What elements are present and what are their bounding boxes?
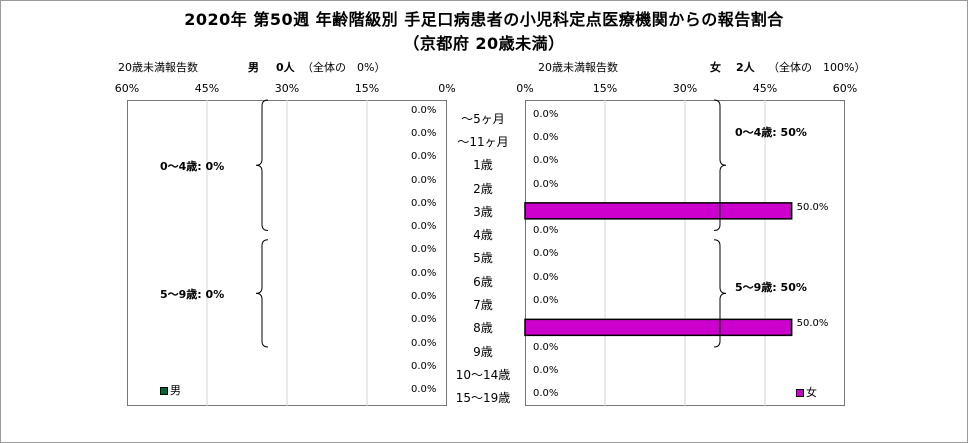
female-data-label: 0.0% xyxy=(533,364,559,376)
male-data-label: 0.0% xyxy=(411,267,437,279)
female-legend: 女 xyxy=(796,384,817,400)
male-axis-tick-label: 60% xyxy=(114,82,140,95)
female-header-sex: 女 xyxy=(710,61,721,74)
male-header-label: 20歳未満報告数 xyxy=(118,61,198,74)
male-legend-label: 男 xyxy=(170,384,181,397)
female-data-label: 0.0% xyxy=(533,295,559,307)
female-data-label: 50.0% xyxy=(796,318,829,330)
age-category-label: 5歳 xyxy=(473,251,493,266)
female-group-label: 5～9歳: 50% xyxy=(735,281,807,295)
male-legend: 男 xyxy=(160,382,181,398)
female-data-label: 0.0% xyxy=(533,388,559,400)
male-group-brace xyxy=(255,239,269,348)
male-legend-swatch xyxy=(160,387,168,395)
female-data-label: 0.0% xyxy=(533,155,559,167)
male-axis-tick-label: 15% xyxy=(354,82,380,95)
male-data-label: 0.0% xyxy=(411,197,437,209)
male-data-label: 0.0% xyxy=(411,174,437,186)
male-header-count: 0人 xyxy=(276,61,295,74)
female-group-brace xyxy=(713,239,727,348)
male-data-label: 0.0% xyxy=(411,360,437,372)
male-header-share: （全体の 0%） xyxy=(302,61,386,74)
age-category-label: 15～19歳 xyxy=(455,391,511,406)
male-group-brace xyxy=(255,99,269,231)
female-header-label: 20歳未満報告数 xyxy=(538,61,618,74)
female-axis-tick-label: 45% xyxy=(752,82,778,95)
male-data-label: 0.0% xyxy=(411,127,437,139)
age-category-label: ～11ヶ月 xyxy=(457,134,509,149)
male-axis-tick-label: 45% xyxy=(194,82,220,95)
age-category-label: 10～14歳 xyxy=(455,367,511,382)
age-category-label: 8歳 xyxy=(473,321,493,336)
female-legend-swatch xyxy=(796,389,804,397)
female-group-brace xyxy=(713,99,727,231)
age-category-label: ～5ヶ月 xyxy=(461,111,505,126)
age-category-label: 3歳 xyxy=(473,204,493,219)
age-category-label: 4歳 xyxy=(473,228,493,243)
male-group-label: 5～9歳: 0% xyxy=(160,288,225,302)
chart-subtitle: （京都府 20歳未満） xyxy=(403,34,565,53)
male-data-label: 0.0% xyxy=(411,244,437,256)
male-data-label: 0.0% xyxy=(411,384,437,396)
male-axis-tick-label: 0% xyxy=(438,82,456,95)
female-header-share: （全体の 100%） xyxy=(768,61,866,74)
female-data-label: 0.0% xyxy=(533,248,559,260)
age-category-label: 6歳 xyxy=(473,274,493,289)
age-category-label: 2歳 xyxy=(473,181,493,196)
male-data-label: 0.0% xyxy=(411,314,437,326)
female-data-label: 0.0% xyxy=(533,341,559,353)
male-data-label: 0.0% xyxy=(411,221,437,233)
male-data-label: 0.0% xyxy=(411,151,437,163)
female-data-label: 0.0% xyxy=(533,225,559,237)
female-bar xyxy=(524,202,793,220)
female-data-label: 0.0% xyxy=(533,178,559,190)
female-axis-tick-label: 0% xyxy=(516,82,534,95)
age-category-label: 7歳 xyxy=(473,298,493,313)
female-axis-tick-label: 15% xyxy=(592,82,618,95)
male-data-label: 0.0% xyxy=(411,291,437,303)
female-bar xyxy=(524,318,793,337)
male-data-label: 0.0% xyxy=(411,104,437,116)
male-axis-tick-label: 30% xyxy=(274,82,300,95)
female-legend-label: 女 xyxy=(806,386,817,399)
age-category-label: 1歳 xyxy=(473,158,493,173)
female-axis-tick-label: 60% xyxy=(832,82,858,95)
female-axis-tick-label: 30% xyxy=(672,82,698,95)
female-group-label: 0～4歳: 50% xyxy=(735,126,807,139)
female-data-label: 0.0% xyxy=(533,108,559,120)
female-header-count: 2人 xyxy=(736,61,755,74)
female-data-label: 50.0% xyxy=(796,201,829,213)
male-data-label: 0.0% xyxy=(411,337,437,349)
female-data-label: 0.0% xyxy=(533,271,559,283)
male-header-sex: 男 xyxy=(248,61,259,74)
chart-title: 2020年 第50週 年齢階級別 手足口病患者の小児科定点医療機関からの報告割合 xyxy=(184,10,784,29)
male-group-label: 0～4歳: 0% xyxy=(160,160,225,174)
female-data-label: 0.0% xyxy=(533,131,559,143)
age-category-label: 9歳 xyxy=(473,344,493,359)
